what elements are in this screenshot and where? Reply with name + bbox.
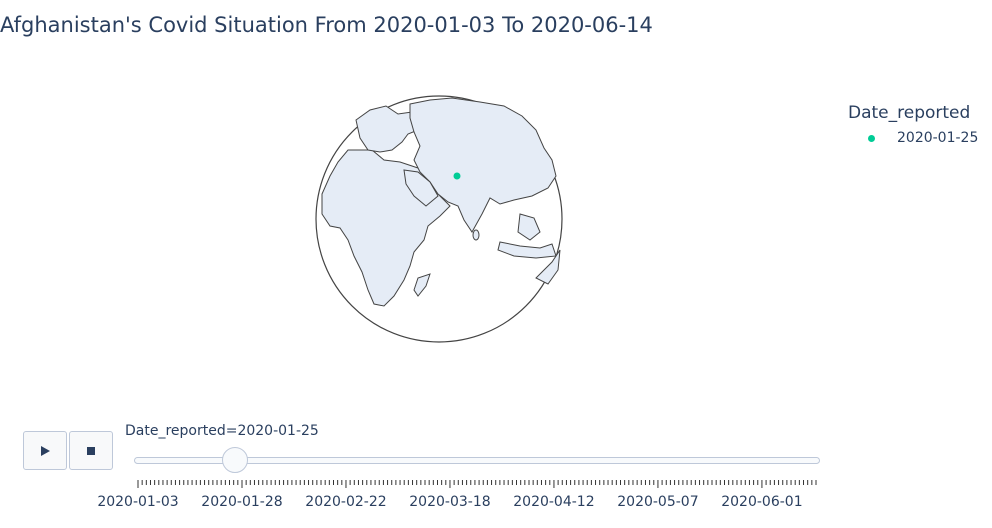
- stop-button[interactable]: [69, 431, 113, 470]
- globe-map[interactable]: [0, 0, 992, 400]
- tick-label: 2020-05-07: [617, 494, 699, 510]
- legend-item-label: 2020-01-25: [897, 130, 979, 146]
- legend-marker-icon: [868, 134, 875, 142]
- land-masses: [321, 97, 561, 307]
- legend-item[interactable]: 2020-01-25: [868, 130, 978, 146]
- tick-label: 2020-03-18: [409, 494, 491, 510]
- tick-label: 2020-01-28: [201, 494, 283, 510]
- slider-handle[interactable]: [222, 447, 249, 473]
- legend: Date_reported 2020-01-25: [848, 103, 978, 146]
- tick-label: 2020-01-03: [97, 494, 179, 510]
- stop-icon: [87, 446, 95, 455]
- slider-rail[interactable]: [134, 457, 820, 464]
- tick-label: 2020-04-12: [513, 494, 595, 510]
- arabia-landmass: [403, 169, 439, 207]
- legend-title: Date_reported: [848, 103, 971, 123]
- srilanka-landmass: [472, 229, 480, 241]
- tick-label: 2020-02-22: [305, 494, 387, 510]
- sea-islands: [517, 213, 541, 241]
- tick-label: 2020-06-01: [721, 494, 803, 510]
- play-icon: [41, 445, 50, 456]
- slider-value: 2020-01-25: [237, 423, 319, 439]
- slider-current-value: Date_reported=2020-01-25: [125, 423, 319, 439]
- europe-landmass: [355, 105, 425, 153]
- chart-title: Afghanistan's Covid Situation From 2020-…: [0, 13, 653, 37]
- madagascar-landmass: [413, 273, 431, 297]
- australia-edge: [535, 249, 561, 285]
- play-button[interactable]: [23, 431, 67, 470]
- asia-landmass: [409, 97, 557, 233]
- slider-ticks: [137, 480, 817, 488]
- slider-prefix: Date_reported=: [125, 423, 238, 439]
- afghanistan-point: [453, 172, 461, 180]
